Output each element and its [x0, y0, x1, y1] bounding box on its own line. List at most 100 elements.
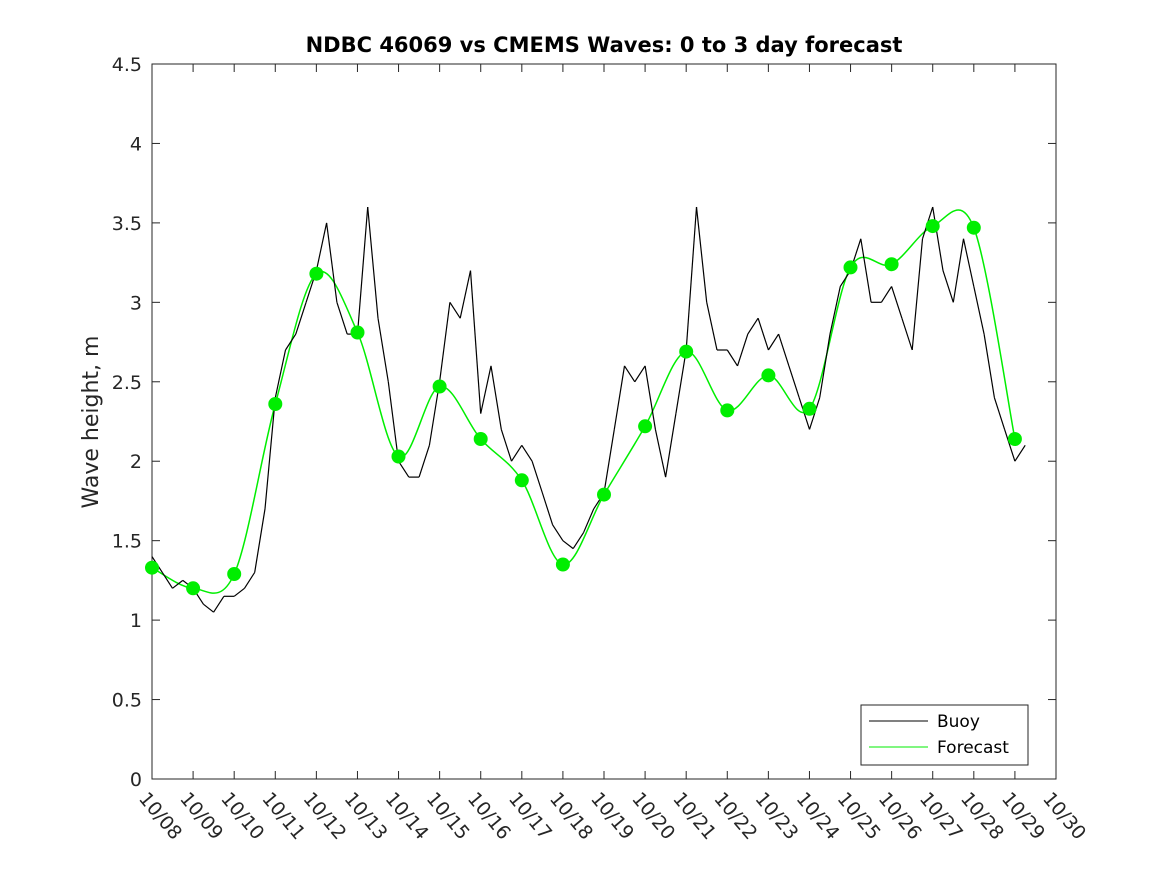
legend: Buoy Forecast	[860, 704, 1029, 766]
legend-buoy-label: Buoy	[937, 712, 980, 732]
y-tick-label: 2.5	[112, 372, 142, 394]
buoy-line-segment	[243, 572, 256, 589]
forecast-point	[473, 432, 488, 446]
forecast-point	[514, 473, 529, 488]
y-tick-label: 3	[130, 292, 142, 314]
buoy-line-segment	[1014, 444, 1026, 462]
forecast-lines-group	[151, 209, 1016, 594]
y-axis: 0 0.5 1 1.5 2 2.5 3 3.5 4 4.5	[112, 54, 1056, 791]
forecast-point	[555, 557, 570, 572]
buoy-line-segment	[490, 365, 502, 430]
buoy-line-segment	[500, 429, 513, 462]
forecast-point	[966, 220, 981, 235]
buoy-line-segment	[798, 397, 811, 430]
buoy-line-segment	[397, 460, 410, 478]
y-tick-label: 4	[130, 133, 142, 155]
buoy-line-segment	[993, 397, 1006, 430]
forecast-point	[432, 379, 447, 394]
buoy-line-segment	[1004, 429, 1016, 462]
buoy-line-segment	[654, 429, 667, 478]
buoy-line-segment	[264, 397, 276, 509]
buoy-line-segment	[675, 349, 687, 414]
buoy-line-segment	[510, 444, 523, 462]
y-tick-label: 0	[130, 769, 142, 791]
buoy-line-segment	[356, 206, 369, 335]
forecast-point	[1007, 432, 1022, 446]
buoy-line-segment	[860, 238, 872, 303]
buoy-line-segment	[203, 603, 214, 613]
plot-box	[151, 63, 1057, 780]
buoy-line-segment	[942, 270, 954, 303]
forecast-points-group	[145, 219, 1022, 596]
buoy-line-segment	[377, 318, 389, 382]
forecast-point	[350, 325, 365, 340]
buoy-line-segment	[172, 579, 184, 589]
forecast-point	[884, 257, 899, 272]
y-tick-label: 1.5	[112, 531, 142, 553]
forecast-point	[761, 368, 776, 383]
buoy-line-segment	[459, 270, 472, 319]
buoy-line-segment	[387, 381, 400, 462]
buoy-line-segment	[685, 206, 698, 351]
buoy-line-segment	[911, 238, 924, 351]
buoy-line-segment	[562, 540, 574, 550]
buoy-line-segment	[274, 349, 287, 398]
buoy-line-segment	[747, 317, 759, 335]
buoy-line-segment	[973, 286, 985, 335]
buoy-line-segment	[932, 206, 944, 271]
buoy-line-segment	[326, 222, 338, 303]
buoy-line-segment	[983, 334, 995, 398]
y-tick-label: 1	[130, 610, 142, 632]
buoy-line-segment	[901, 318, 913, 351]
legend-box	[860, 704, 1029, 766]
buoy-line-segment	[644, 365, 656, 430]
forecast-point	[802, 401, 817, 416]
buoy-line-segment	[284, 333, 297, 351]
forecast-point	[145, 560, 159, 575]
forecast-point	[925, 219, 940, 234]
buoy-line-segment	[613, 365, 626, 430]
buoy-line-segment	[788, 365, 800, 398]
forecast-point	[679, 344, 694, 359]
buoy-line-segment	[254, 508, 266, 573]
buoy-line-segment	[582, 508, 595, 533]
buoy-line-segment	[521, 444, 533, 462]
buoy-line-segment	[315, 222, 328, 271]
buoy-line-segment	[295, 302, 307, 335]
buoy-line-segment	[829, 286, 841, 335]
buoy-line-segment	[233, 587, 245, 597]
buoy-line-segment	[623, 365, 636, 383]
buoy-line-segment	[552, 524, 564, 542]
buoy-line-segment	[736, 333, 749, 367]
y-axis-label: Wave height, m	[79, 336, 104, 509]
buoy-line-segment	[572, 532, 585, 549]
y-tick-label: 0.5	[112, 690, 142, 712]
buoy-line-segment	[439, 302, 451, 382]
buoy-line-segment	[962, 238, 975, 287]
forecast-point	[720, 403, 735, 418]
buoy-line-segment	[367, 206, 379, 319]
buoy-line-segment	[531, 461, 543, 494]
buoy-line-segment	[418, 445, 430, 478]
legend-forecast-label: Forecast	[937, 738, 1009, 758]
forecast-line	[151, 209, 1016, 594]
buoy-line-segment	[634, 365, 646, 383]
buoy-line-segment	[757, 318, 769, 351]
buoy-line-segment	[541, 492, 554, 525]
buoy-line-segment	[449, 301, 461, 319]
forecast-point	[186, 581, 201, 596]
forecast-point	[597, 487, 611, 502]
buoy-line-segment	[952, 238, 965, 303]
buoy-line-segment	[213, 595, 225, 613]
y-tick-label: 4.5	[112, 54, 142, 76]
buoy-line-segment	[726, 349, 739, 367]
forecast-point	[268, 397, 283, 411]
chart-title: NDBC 46069 vs CMEMS Waves: 0 to 3 day fo…	[306, 33, 903, 57]
y-tick-label: 2	[130, 451, 142, 473]
buoy-line-segment	[880, 286, 893, 303]
buoy-line-segment	[469, 270, 482, 414]
buoy-line-segment	[891, 286, 903, 319]
forecast-point	[638, 419, 653, 434]
buoy-line-segment	[695, 206, 708, 303]
